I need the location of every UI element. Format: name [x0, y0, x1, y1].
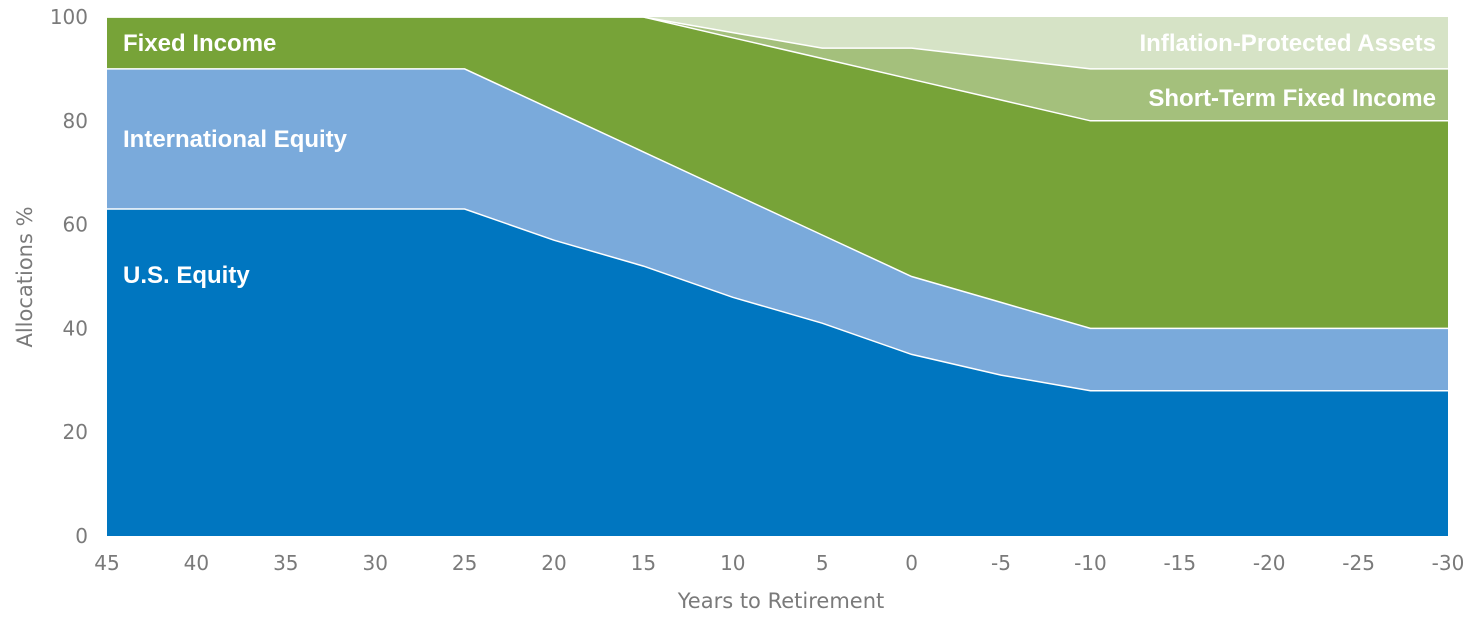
- x-tick-label: -25: [1342, 551, 1375, 575]
- boundary-1: [107, 68, 1448, 330]
- area-boundaries: [107, 16, 1448, 392]
- y-tick-label: 80: [63, 109, 88, 133]
- area-4: [107, 17, 1448, 69]
- y-tick-label: 100: [50, 5, 88, 29]
- y-axis-ticks: 0 20 40 60 80 100: [50, 5, 88, 548]
- series-label-2: Fixed Income: [123, 30, 276, 57]
- x-tick-label: -5: [991, 551, 1011, 575]
- x-axis-ticks: 45 40 35 30 25 20 15 10 5 0 -5 -10 -15 -20 -25 -30: [94, 551, 1464, 575]
- x-tick-label: 30: [362, 551, 387, 575]
- area-1: [107, 68, 1448, 391]
- x-tick-label: -10: [1074, 551, 1107, 575]
- y-tick-label: 0: [75, 524, 88, 548]
- area-0: [107, 209, 1448, 536]
- area-3: [107, 17, 1448, 121]
- y-axis-title: Allocations %: [13, 206, 37, 347]
- x-tick-label: 5: [816, 551, 829, 575]
- x-tick-label: 25: [452, 551, 477, 575]
- x-tick-label: 45: [94, 551, 119, 575]
- series-labels: U.S. Equity International Equity Fixed Inc…: [123, 30, 1436, 289]
- boundary-0: [107, 208, 1448, 392]
- series-label-4: Inflation-Protected Assets: [1140, 30, 1437, 57]
- series-label-3: Short-Term Fixed Income: [1148, 85, 1436, 112]
- series-label-0: U.S. Equity: [123, 262, 250, 289]
- x-tick-label: 15: [631, 551, 656, 575]
- area-2: [107, 17, 1448, 329]
- x-tick-label: 10: [720, 551, 745, 575]
- x-tick-label: 40: [184, 551, 209, 575]
- series-label-1: International Equity: [123, 126, 348, 153]
- x-tick-label: 20: [541, 551, 566, 575]
- x-tick-label: -15: [1163, 551, 1196, 575]
- y-tick-label: 20: [63, 420, 88, 444]
- y-tick-label: 40: [63, 316, 88, 340]
- area-layers: [107, 17, 1448, 536]
- x-tick-label: -30: [1432, 551, 1465, 575]
- y-tick-label: 60: [63, 213, 88, 237]
- x-tick-label: 35: [273, 551, 298, 575]
- boundary-3: [107, 16, 1448, 70]
- x-axis-title: Years to Retirement: [677, 589, 884, 613]
- x-tick-label: -20: [1253, 551, 1286, 575]
- x-tick-label: 0: [905, 551, 918, 575]
